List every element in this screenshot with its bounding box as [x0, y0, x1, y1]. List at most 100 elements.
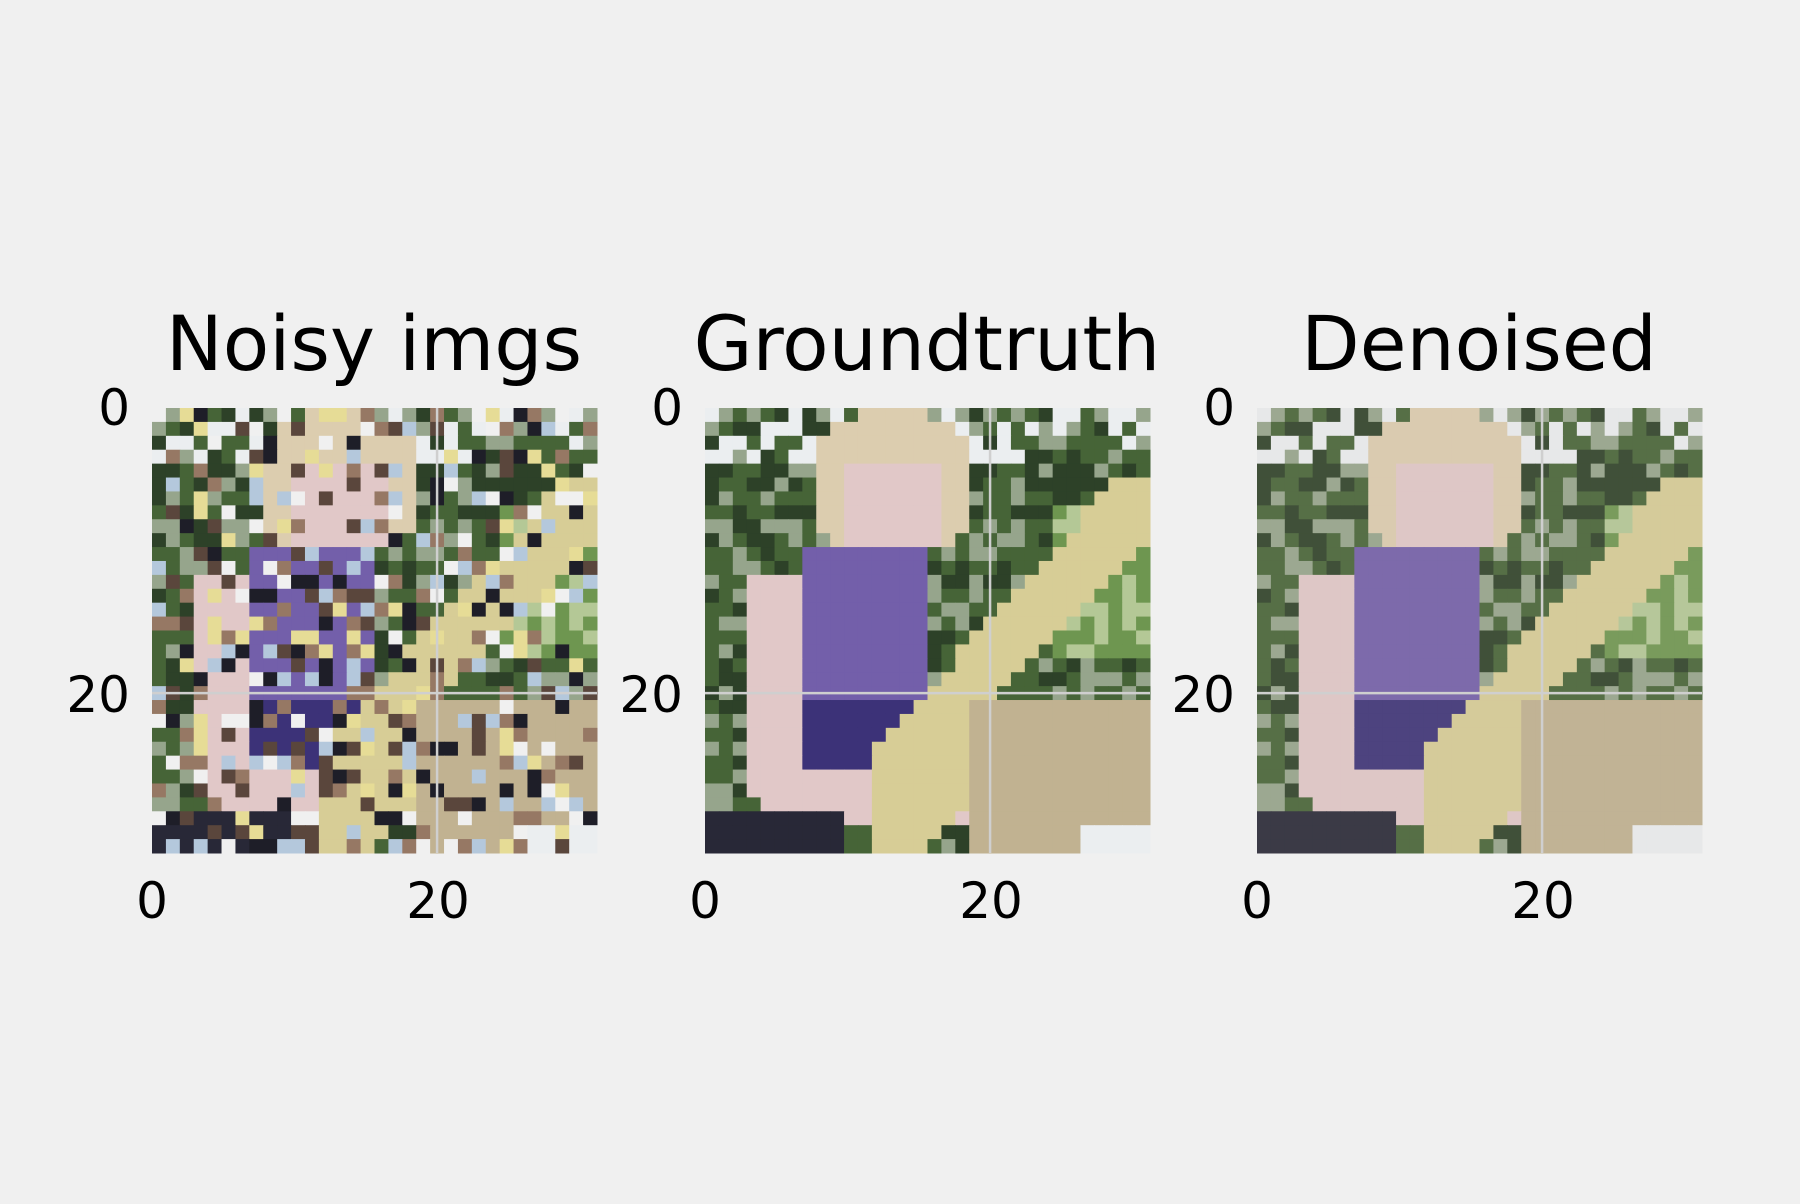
pixel	[1038, 560, 1054, 576]
pixel	[1298, 505, 1314, 520]
pixel	[1451, 769, 1467, 784]
pixel	[1080, 713, 1095, 729]
pixel	[304, 533, 320, 548]
pixel	[844, 547, 859, 562]
pixel	[746, 574, 762, 590]
pixel	[774, 449, 789, 465]
pixel	[1340, 560, 1355, 576]
pixel	[1326, 421, 1341, 437]
pixel	[1284, 547, 1300, 562]
pixel	[165, 547, 181, 562]
pixel	[485, 644, 501, 659]
pixel	[332, 435, 348, 451]
pixel	[788, 588, 803, 604]
pixel	[1409, 783, 1425, 798]
pixel	[899, 839, 915, 854]
pixel	[555, 755, 570, 771]
pixel	[1066, 630, 1081, 645]
pixel	[207, 505, 223, 520]
pixel	[1038, 797, 1054, 812]
pixel	[207, 519, 223, 534]
pixel	[927, 421, 942, 437]
pixel	[1549, 797, 1564, 812]
pixel	[152, 797, 167, 812]
pixel	[746, 449, 762, 465]
pixel	[263, 560, 278, 576]
pixel	[1437, 408, 1453, 423]
pixel	[1646, 616, 1661, 631]
pixel	[1368, 811, 1383, 826]
pixel	[318, 449, 334, 465]
pixel	[1618, 755, 1633, 771]
pixel	[1298, 519, 1314, 534]
pixel	[1052, 644, 1068, 659]
pixel	[1312, 825, 1328, 840]
pixel	[1493, 672, 1508, 687]
pixel	[1409, 477, 1425, 492]
pixel	[802, 505, 817, 520]
pixel	[583, 449, 598, 465]
pixel	[1136, 783, 1151, 798]
pixel	[527, 505, 542, 520]
pixel	[527, 602, 542, 618]
pixel	[1521, 644, 1536, 659]
pixel	[1080, 672, 1095, 687]
pixel	[499, 658, 515, 673]
pixel	[1340, 644, 1355, 659]
pixel	[1576, 825, 1592, 840]
pixel	[1312, 672, 1328, 687]
pixel	[1688, 408, 1703, 423]
pixel	[1270, 713, 1286, 729]
pixel	[1298, 574, 1314, 590]
pixel	[1024, 644, 1040, 659]
pixel	[760, 560, 776, 576]
pixel	[1437, 505, 1453, 520]
pixel	[346, 616, 362, 631]
pixel	[1423, 783, 1439, 798]
pixel	[1660, 505, 1675, 520]
pixel	[1080, 463, 1095, 479]
pixel	[1493, 616, 1508, 631]
pixel	[235, 560, 250, 576]
pixel	[774, 463, 789, 479]
pixel	[1136, 533, 1151, 548]
pixel	[291, 783, 306, 798]
pixel	[388, 644, 403, 659]
pixel	[830, 727, 845, 743]
pixel	[1284, 797, 1300, 812]
pixel	[774, 658, 789, 673]
pixel	[457, 658, 473, 673]
pixel	[885, 408, 901, 423]
pixel	[871, 519, 887, 534]
pixel	[857, 574, 873, 590]
pixel	[1604, 713, 1620, 729]
pixel	[1024, 421, 1040, 437]
pixel	[816, 797, 831, 812]
pixel	[1549, 491, 1564, 506]
pixel	[513, 769, 528, 784]
pixel	[1660, 797, 1675, 812]
pixel	[1549, 658, 1564, 673]
pixel	[997, 658, 1012, 673]
pixel	[1257, 602, 1272, 618]
pixel	[705, 727, 720, 743]
pixel	[1521, 477, 1536, 492]
pixel	[1646, 408, 1661, 423]
pixel	[1507, 825, 1522, 840]
pixel	[152, 630, 167, 645]
pixel	[332, 839, 348, 854]
pixel	[1562, 421, 1578, 437]
pixel	[844, 769, 859, 784]
pixel	[499, 560, 515, 576]
pixel	[332, 644, 348, 659]
pixel	[235, 811, 250, 826]
pixel	[179, 713, 195, 729]
pixel	[1052, 463, 1068, 479]
pixel	[997, 421, 1012, 437]
pixel	[193, 421, 209, 437]
pixel	[1326, 574, 1341, 590]
pixel	[527, 658, 542, 673]
pixel	[1688, 769, 1703, 784]
pixel	[332, 755, 348, 771]
pixel	[1660, 783, 1675, 798]
